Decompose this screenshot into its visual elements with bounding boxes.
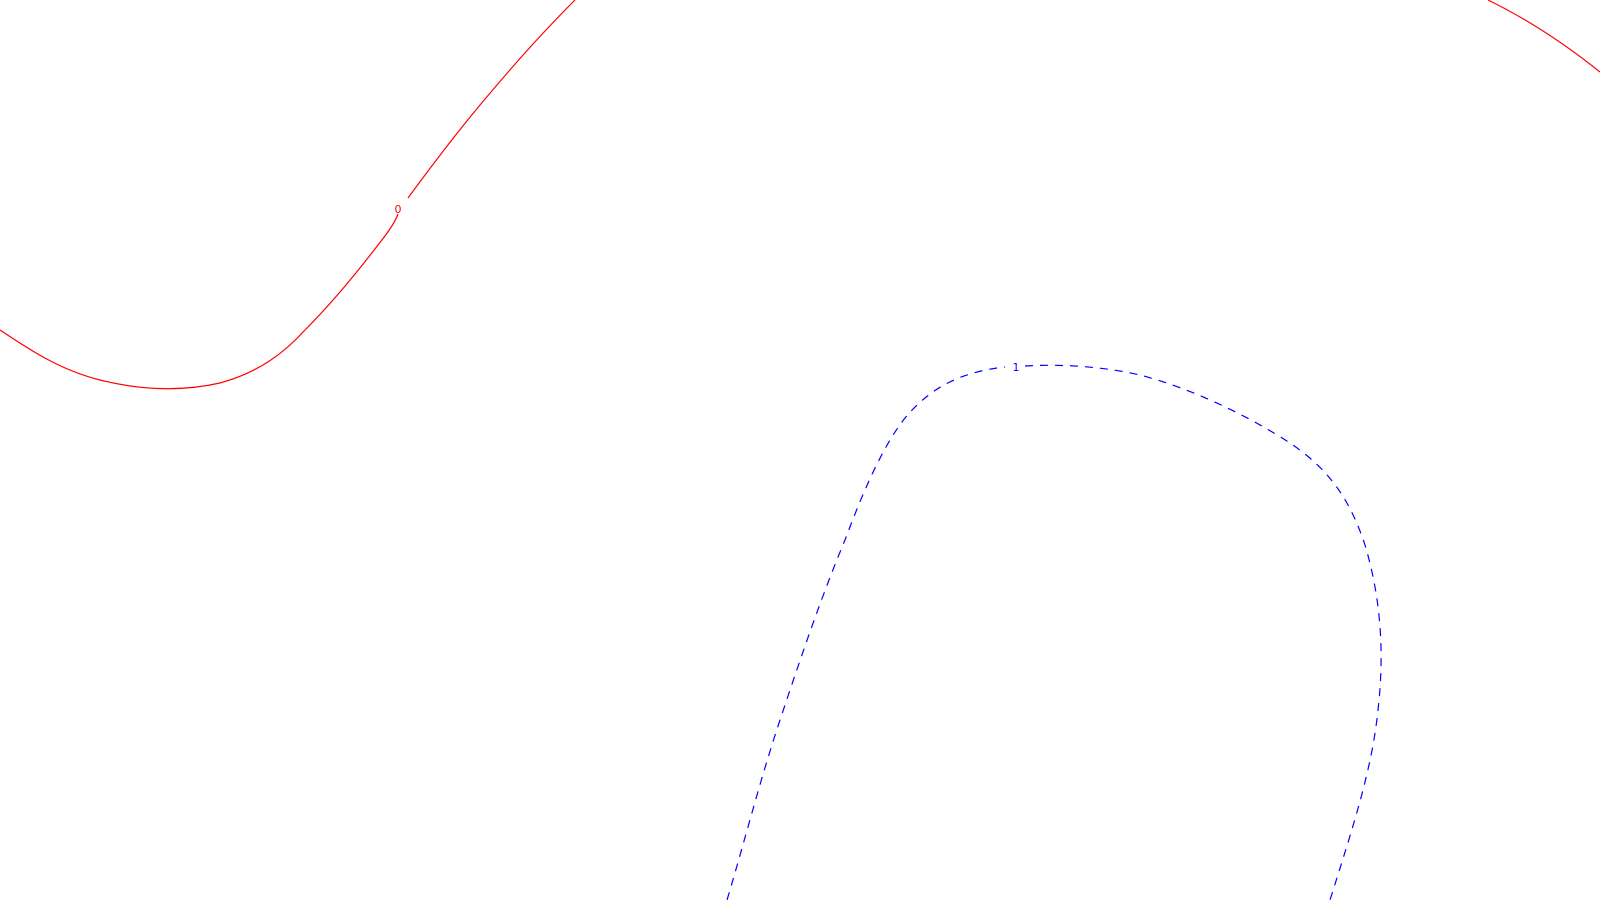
contour-0-group: 0	[0, 0, 1600, 390]
contour-0-line-c	[1487, 0, 1600, 73]
contour-1-line	[726, 366, 1006, 900]
contour-1-line-b	[1024, 364, 1382, 900]
contour-1-group: 1	[726, 361, 1382, 900]
contour-0-label: 0	[395, 203, 402, 216]
contour-0-line	[0, 213, 399, 390]
contour-1-label: 1	[1013, 361, 1020, 374]
contour-0-line-b	[407, 0, 576, 199]
